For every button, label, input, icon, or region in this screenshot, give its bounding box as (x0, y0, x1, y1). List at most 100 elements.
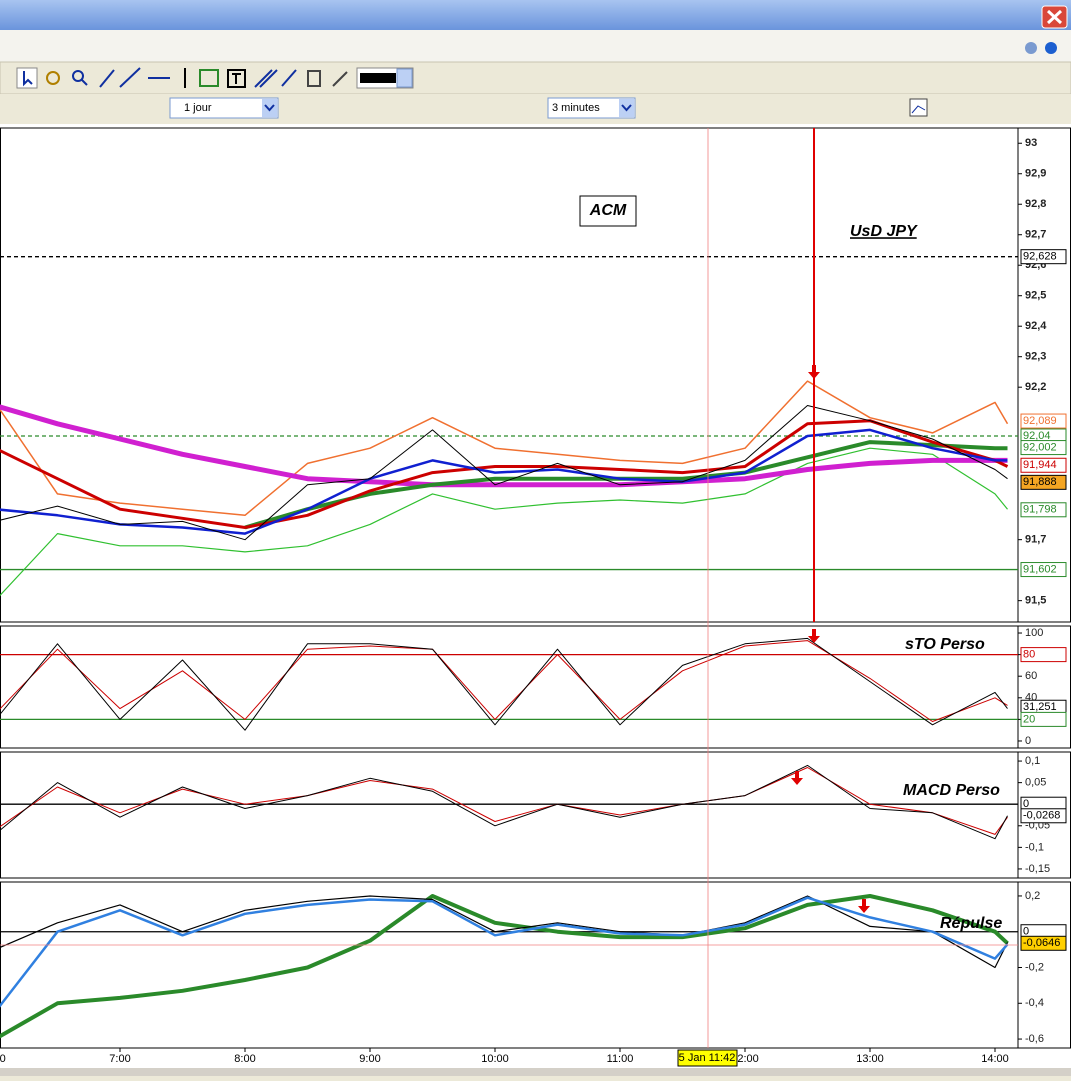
y-tick-label: 100 (1025, 627, 1043, 639)
panel-title: MACD Perso (903, 782, 1000, 799)
y-tick-label: 92,7 (1025, 229, 1046, 241)
y-tick-label: 92,3 (1025, 351, 1046, 363)
level-text: -0,0268 (1023, 810, 1060, 822)
level-text: 92,628 (1023, 251, 1057, 263)
level-text: 91,888 (1023, 476, 1057, 488)
series-line (0, 405, 1008, 541)
level-box (1020, 457, 1067, 473)
signal-arrow (808, 365, 820, 379)
y-tick-label: -0,6 (1025, 1033, 1044, 1045)
level-box (1020, 562, 1067, 578)
level-label: 20 (1020, 711, 1067, 727)
x-tick-label: 7:00 (109, 1053, 130, 1065)
y-tick-label: 93 (1025, 137, 1037, 149)
x-tick-label: 6:00 (0, 1053, 6, 1065)
level-text: 0 (1023, 798, 1029, 810)
level-box (1020, 711, 1067, 727)
level-box (1020, 935, 1067, 951)
add-chart-icon[interactable] (909, 98, 928, 117)
annotation: ACM (589, 202, 627, 219)
toolbar-icons[interactable] (16, 67, 414, 89)
level-text: 92,002 (1023, 441, 1057, 453)
y-tick-label: 0 (1025, 735, 1031, 747)
level-text: 91,602 (1023, 563, 1057, 575)
level-label: 92,089 (1020, 413, 1067, 429)
dropdown-text: 3 minutes (552, 102, 600, 114)
interval-dropdown[interactable]: 3 minutes (547, 97, 636, 119)
y-tick-label: -0,2 (1025, 961, 1044, 973)
level-label: 80 (1020, 647, 1067, 663)
y-tick-label: 91,7 (1025, 534, 1046, 546)
level-label: 91,602 (1020, 562, 1067, 578)
level-text: 31,251 (1023, 701, 1057, 713)
annotation: UsD JPY (850, 223, 918, 240)
level-text: 92,04 (1023, 430, 1051, 442)
level-box (1020, 502, 1067, 518)
series-line (0, 896, 1009, 1008)
series-line (0, 764, 1008, 840)
y-tick-label: 92,4 (1025, 320, 1047, 332)
signal-arrow (858, 899, 870, 913)
series-line (0, 767, 1008, 835)
y-tick-label: -0,15 (1025, 863, 1050, 875)
level-text: 80 (1023, 649, 1035, 661)
status-bar (0, 1068, 1071, 1076)
y-tick-label: -0,4 (1025, 997, 1044, 1009)
y-tick-label: 91,5 (1025, 595, 1046, 607)
toolbar (0, 61, 1071, 95)
y-tick-label: 92,9 (1025, 168, 1046, 180)
series-line (0, 404, 1008, 488)
x-tick-label: 11:00 (607, 1053, 634, 1065)
settings-icon[interactable] (1025, 42, 1037, 54)
level-text: 92,089 (1023, 415, 1057, 427)
y-tick-label: -0,1 (1025, 841, 1044, 853)
y-tick-label: 92,8 (1025, 198, 1046, 210)
x-tick-label: 13:00 (856, 1053, 884, 1065)
level-label: 91,888 (1020, 474, 1067, 490)
y-tick-label: 0,05 (1025, 777, 1046, 789)
dropdown-text: 1 jour (184, 102, 212, 114)
signal-arrow (808, 629, 820, 643)
series-line (0, 447, 1008, 597)
annotation-box (579, 195, 637, 227)
level-text: 0 (1023, 926, 1029, 938)
x-tick-label: 8:00 (234, 1053, 255, 1065)
level-label: -0,0646 (1020, 935, 1067, 951)
level-label: -0,0268 (1020, 808, 1067, 824)
level-label: 92,04 (1020, 428, 1067, 444)
series-line (0, 380, 1009, 517)
panel-title: Répulse (940, 915, 1002, 932)
level-box (1020, 413, 1067, 429)
level-box (1020, 249, 1067, 265)
y-tick-label: 92,2 (1025, 381, 1046, 393)
series-line (0, 895, 1009, 969)
level-label: 31,251 (1020, 699, 1067, 715)
x-tick-label: 10:00 (481, 1053, 509, 1065)
chart-area (0, 124, 1071, 1068)
period-dropdown[interactable]: 1 jour (169, 97, 279, 119)
menu-row (0, 30, 1071, 62)
y-tick-label: 60 (1025, 670, 1037, 682)
y-tick-label: 92,5 (1025, 290, 1046, 302)
level-text: 91,944 (1023, 459, 1057, 471)
go-icon[interactable] (1045, 42, 1057, 54)
level-box (1020, 647, 1067, 663)
level-label: 92,002 (1020, 440, 1067, 456)
level-box (1020, 440, 1067, 456)
x-tick-label: 14:00 (981, 1053, 1009, 1065)
x-tick-label: 9:00 (359, 1053, 380, 1065)
x-tick-label: 12:00 (731, 1053, 759, 1065)
panel-title: sTO Perso (905, 636, 985, 653)
signal-arrow (791, 771, 803, 785)
level-text: 91,798 (1023, 504, 1057, 516)
series-line (0, 637, 1008, 731)
level-label: 92,628 (1020, 249, 1067, 265)
cursor-time-box (677, 1049, 738, 1067)
series-line (0, 428, 1008, 535)
title-bar (0, 0, 1071, 30)
y-tick-label: 0,1 (1025, 755, 1040, 767)
level-label: 91,798 (1020, 502, 1067, 518)
level-box (1020, 808, 1067, 824)
close-button[interactable] (1041, 5, 1068, 29)
